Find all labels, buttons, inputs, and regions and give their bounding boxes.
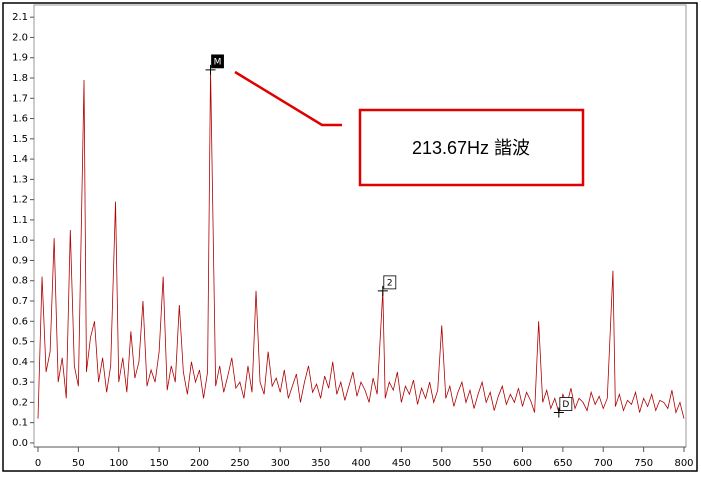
y-tick-label: 0.1 xyxy=(12,418,28,429)
x-tick-label: 800 xyxy=(674,458,693,469)
spectrum-line xyxy=(37,69,685,419)
x-tick-label: 750 xyxy=(634,458,653,469)
marker-cross xyxy=(377,285,388,296)
marker-cross xyxy=(553,407,564,418)
y-tick-label: 0.4 xyxy=(12,357,28,368)
x-tick-label: 350 xyxy=(311,458,330,469)
x-tick-label: 250 xyxy=(230,458,249,469)
marker-box xyxy=(559,397,573,411)
marker-box xyxy=(211,54,224,69)
y-tick-label: 0.2 xyxy=(12,397,28,408)
callout-line xyxy=(234,70,342,127)
x-tick-label: 650 xyxy=(553,458,572,469)
y-tick-label: 0.6 xyxy=(12,316,28,327)
x-tick-label: 450 xyxy=(392,458,411,469)
y-tick-label: 1.6 xyxy=(12,114,28,125)
y-tick-label: 0.8 xyxy=(12,276,28,287)
y-tick-label: 0.7 xyxy=(12,296,28,307)
y-tick-label: 0.9 xyxy=(12,255,28,266)
marker-cross xyxy=(205,64,216,75)
y-tick-label: 0.0 xyxy=(12,438,28,449)
x-tick-label: 100 xyxy=(109,458,128,469)
plot-frame xyxy=(33,4,687,448)
y-tick-label: 1.1 xyxy=(12,215,28,226)
x-tick-label: 0 xyxy=(35,458,41,469)
y-tick-label: 0.5 xyxy=(12,337,28,348)
x-tick-label: 700 xyxy=(594,458,613,469)
marker-label: D xyxy=(562,400,569,410)
y-tick-label: 1.9 xyxy=(12,53,28,64)
y-tick-label: 1.5 xyxy=(12,134,28,145)
x-tick-label: 500 xyxy=(432,458,451,469)
y-tick-label: 0.3 xyxy=(12,377,28,388)
x-tick-label: 150 xyxy=(150,458,169,469)
y-tick-label: 2.0 xyxy=(12,32,28,43)
y-tick-label: 1.2 xyxy=(12,195,28,206)
x-tick-label: 400 xyxy=(351,458,370,469)
y-tick-label: 2.1 xyxy=(12,12,28,23)
x-tick-label: 50 xyxy=(72,458,85,469)
marker-label: 2 xyxy=(387,278,393,288)
y-tick-label: 1.0 xyxy=(12,235,28,246)
marker-box xyxy=(383,275,397,290)
y-tick-label: 1.3 xyxy=(12,174,28,185)
y-tick-label: 1.8 xyxy=(12,73,28,84)
callout-box xyxy=(358,108,585,187)
y-tick-label: 1.7 xyxy=(12,93,28,104)
x-tick-label: 300 xyxy=(271,458,290,469)
x-tick-label: 200 xyxy=(190,458,209,469)
y-tick-label: 1.4 xyxy=(12,154,28,165)
x-tick-label: 550 xyxy=(473,458,492,469)
x-tick-label: 600 xyxy=(513,458,532,469)
marker-label: M xyxy=(214,57,222,67)
callout-text: 213.67Hz 諧波 xyxy=(412,138,530,158)
